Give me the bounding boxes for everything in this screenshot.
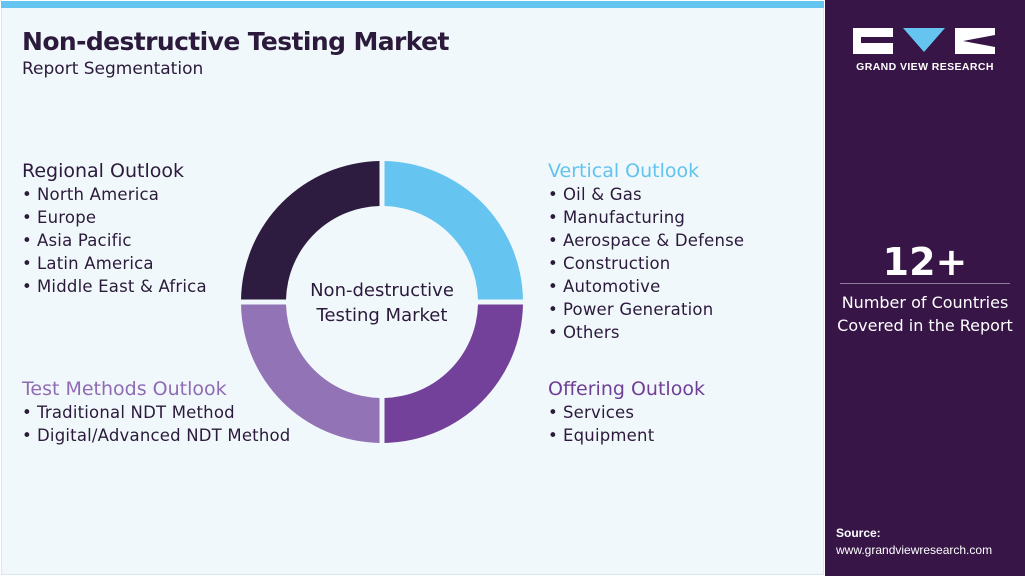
list-item-label: Latin America <box>37 254 154 273</box>
list-item-label: Europe <box>37 208 97 227</box>
bullet-icon: • <box>22 277 32 296</box>
list-item-label: Services <box>563 403 635 422</box>
stat-label: Number of Countries Covered in the Repor… <box>825 291 1025 337</box>
list-item: • Oil & Gas <box>548 183 744 206</box>
donut-center-line2: Testing Market <box>316 305 448 326</box>
stat-divider <box>840 283 1010 284</box>
bullet-icon: • <box>548 254 558 273</box>
donut-segment-test-methods <box>241 304 380 443</box>
regional-outlook-list: • North America • Europe • Asia Pacific • La… <box>22 183 207 298</box>
bullet-icon: • <box>548 231 558 250</box>
donut-center-label: Non-destructive Testing Market <box>282 278 482 328</box>
list-item: • Traditional NDT Method <box>22 401 290 424</box>
list-item: • Asia Pacific <box>22 229 207 252</box>
bullet-icon: • <box>548 323 558 342</box>
offering-outlook-block: Offering Outlook • Services • Equipment <box>548 378 705 447</box>
donut-segment-regional <box>241 161 380 300</box>
list-item-label: North America <box>37 185 160 204</box>
list-item: • Latin America <box>22 252 207 275</box>
list-item: • Others <box>548 321 744 344</box>
bullet-icon: • <box>22 208 32 227</box>
bullet-icon: • <box>22 254 32 273</box>
list-item: • Middle East & Africa <box>22 275 207 298</box>
gvr-logo-icon <box>853 28 995 54</box>
list-item: • North America <box>22 183 207 206</box>
logo-triangle-v <box>903 28 945 52</box>
logo-notch-g <box>861 37 893 43</box>
top-accent-bar <box>1 1 824 8</box>
vertical-outlook-list: • Oil & Gas • Manufacturing • Aerospace & D… <box>548 183 744 344</box>
bullet-icon: • <box>548 426 558 445</box>
list-item-label: Power Generation <box>563 300 714 319</box>
list-item: • Automotive <box>548 275 744 298</box>
page-subtitle: Report Segmentation <box>22 59 204 79</box>
list-item: • Equipment <box>548 424 705 447</box>
bullet-icon: • <box>548 403 558 422</box>
list-item-label: Middle East & Africa <box>37 277 207 296</box>
list-item-label: Traditional NDT Method <box>37 403 235 422</box>
donut-segment-offering <box>384 304 523 443</box>
side-panel <box>825 0 1025 576</box>
vertical-outlook-block: Vertical Outlook • Oil & Gas • Manufacturi… <box>548 160 744 344</box>
list-item: • Construction <box>548 252 744 275</box>
main-panel <box>1 1 824 575</box>
test-methods-outlook-block: Test Methods Outlook • Traditional NDT Me… <box>22 378 290 447</box>
stat-label-line1: Number of Countries <box>841 293 1009 312</box>
bullet-icon: • <box>548 208 558 227</box>
list-item-label: Oil & Gas <box>563 185 642 204</box>
donut-center-line1: Non-destructive <box>310 280 454 301</box>
list-item-label: Automotive <box>563 277 661 296</box>
bullet-icon: • <box>548 300 558 319</box>
list-item-label: Construction <box>563 254 671 273</box>
source-label: Source: <box>836 526 881 540</box>
list-item-label: Digital/Advanced NDT Method <box>37 426 291 445</box>
bullet-icon: • <box>22 185 32 204</box>
list-item: • Europe <box>22 206 207 229</box>
list-item-label: Manufacturing <box>563 208 686 227</box>
offering-outlook-heading: Offering Outlook <box>548 378 705 400</box>
list-item: • Digital/Advanced NDT Method <box>22 424 290 447</box>
test-methods-outlook-heading: Test Methods Outlook <box>22 378 227 400</box>
offering-outlook-list: • Services • Equipment <box>548 401 705 447</box>
bullet-icon: • <box>22 403 32 422</box>
donut-segment-vertical <box>384 161 523 300</box>
list-item: • Power Generation <box>548 298 744 321</box>
list-item-label: Others <box>563 323 620 342</box>
list-item-label: Aerospace & Defense <box>563 231 745 250</box>
bullet-icon: • <box>548 277 558 296</box>
list-item: • Aerospace & Defense <box>548 229 744 252</box>
regional-outlook-heading: Regional Outlook <box>22 160 184 182</box>
page-title: Non-destructive Testing Market <box>22 27 449 56</box>
brand-name: GRAND VIEW RESEARCH <box>856 61 994 73</box>
list-item: • Services <box>548 401 705 424</box>
test-methods-outlook-list: • Traditional NDT Method • Digital/Advance… <box>22 401 290 447</box>
list-item-label: Asia Pacific <box>37 231 132 250</box>
regional-outlook-block: Regional Outlook • North America • Europe … <box>22 160 207 298</box>
list-item: • Manufacturing <box>548 206 744 229</box>
stat-value: 12+ <box>882 240 968 284</box>
source-url: www.grandviewresearch.com <box>836 543 993 557</box>
list-item-label: Equipment <box>563 426 655 445</box>
logo-notch-r <box>963 35 995 47</box>
stat-label-line2: Covered in the Report <box>837 316 1013 335</box>
bullet-icon: • <box>22 231 32 250</box>
bullet-icon: • <box>548 185 558 204</box>
bullet-icon: • <box>22 426 32 445</box>
vertical-outlook-heading: Vertical Outlook <box>548 160 700 182</box>
segmentation-donut <box>241 161 523 443</box>
